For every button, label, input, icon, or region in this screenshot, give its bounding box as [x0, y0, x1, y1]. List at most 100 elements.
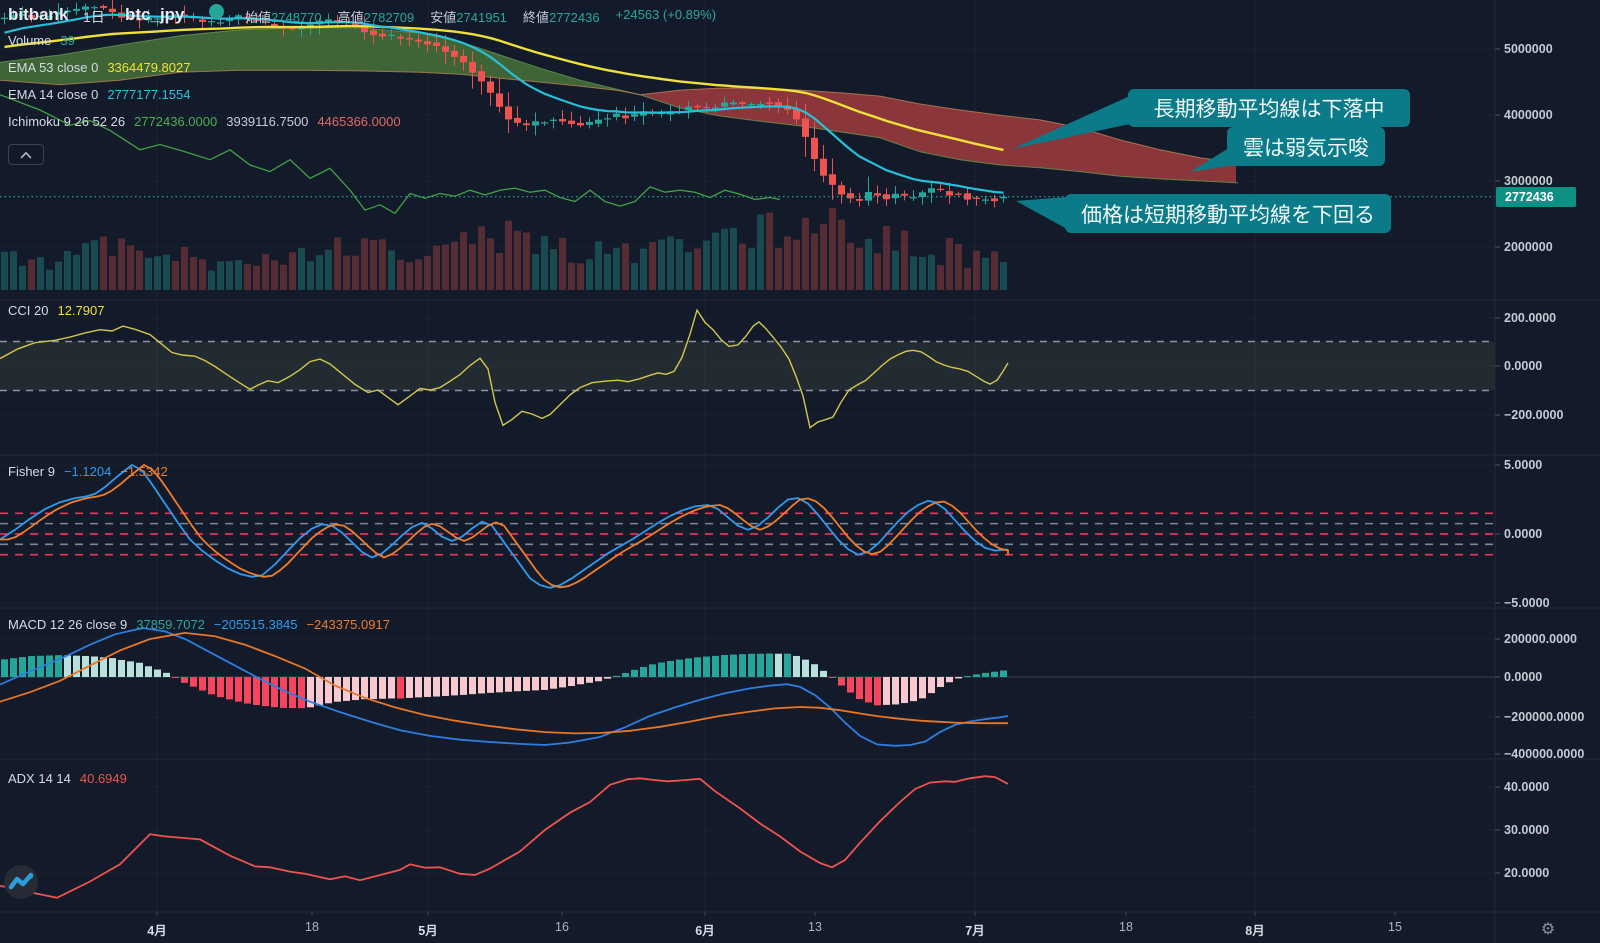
candle: [145, 17, 152, 21]
macd-hist-bar: [883, 677, 890, 705]
candle: [793, 108, 800, 120]
price-axis-label: 4000000: [1504, 108, 1553, 122]
price-axis-label: 5.0000: [1504, 458, 1543, 472]
candle: [640, 111, 647, 116]
volume-bar: [280, 264, 287, 290]
candle: [766, 102, 773, 104]
exchange-name[interactable]: bitbank: [8, 5, 69, 24]
volume-bar: [829, 208, 836, 290]
macd-hist-bar: [793, 655, 800, 677]
collapse-pane-button[interactable]: [8, 144, 44, 165]
candle: [424, 41, 431, 45]
macd-hist-bar: [703, 656, 710, 677]
volume-bar: [631, 262, 638, 290]
macd-hist-bar: [685, 658, 692, 677]
candle: [730, 102, 737, 105]
macd-hist-bar: [847, 677, 854, 693]
candle: [919, 192, 926, 198]
macd-hist-bar: [820, 670, 827, 678]
volume-bar: [388, 250, 395, 290]
macd-hist-bar: [676, 659, 683, 677]
candle: [100, 6, 107, 8]
candle: [775, 102, 782, 108]
time-axis-label: 13: [808, 920, 822, 934]
candle: [55, 11, 62, 15]
annotation-tail: [1012, 96, 1130, 149]
macd-hist-bar: [136, 662, 143, 677]
volume-bar: [523, 232, 530, 290]
macd-hist-bar: [865, 677, 872, 703]
adx-line: [0, 775, 1009, 899]
macd-hist-bar: [1, 659, 8, 677]
volume-bar: [199, 259, 206, 290]
legend-ichimoku: Ichimoku 9 26 52 26 2772436.0000 3939116.…: [8, 114, 401, 129]
price-axis-label: 2000000: [1504, 240, 1553, 254]
gear-icon[interactable]: ⚙: [1540, 921, 1556, 938]
macd-hist-bar: [424, 677, 431, 697]
macd-hist-bar: [559, 677, 566, 688]
tradingview-logo[interactable]: [2, 863, 42, 908]
symbol-name[interactable]: btc_jpy: [125, 5, 185, 24]
candles: [1, 0, 1007, 208]
volume-bar: [730, 227, 737, 290]
volume-bar: [361, 238, 368, 290]
volume-bar: [712, 232, 719, 290]
macd-hist-bar: [406, 677, 413, 698]
volume-bar: [163, 254, 170, 290]
macd-hist-bar: [352, 677, 359, 701]
candle: [415, 39, 422, 42]
macd-hist-bar: [316, 677, 323, 706]
macd-hist-bar: [712, 655, 719, 677]
macd-hist-bar: [631, 669, 638, 677]
macd-hist-bar: [163, 672, 170, 677]
volume-bar: [415, 259, 422, 290]
volume-bar: [595, 241, 602, 290]
annotation-price-below-ma[interactable]: 価格は短期移動平均線を下回る: [1065, 194, 1391, 233]
volume-bar: [739, 243, 746, 290]
volume-bar: [379, 239, 386, 290]
volume-bar: [433, 245, 440, 290]
candle: [622, 115, 629, 119]
macd-hist-bar: [640, 666, 647, 677]
interval-selector[interactable]: 1日: [83, 9, 105, 25]
cci-line: [0, 308, 1009, 429]
volume-bar: [802, 217, 809, 290]
volume-bar: [352, 255, 359, 290]
volume-bar: [766, 212, 773, 290]
macd-hist-bar: [217, 677, 224, 698]
volume-bar: [370, 239, 377, 290]
macd-hist-bar: [28, 656, 35, 677]
macd-hist-bar: [487, 677, 494, 693]
volume-bar: [793, 239, 800, 290]
ohlc-high: 高値2782709: [337, 10, 415, 25]
macd-hist-bar: [262, 677, 269, 707]
volume-bar: [856, 247, 863, 290]
volume-bar: [253, 265, 260, 290]
candle: [478, 71, 485, 82]
macd-hist-bar: [514, 677, 521, 692]
volume-bar: [991, 251, 998, 290]
macd-hist-bar: [721, 654, 728, 677]
volume-bar: [307, 261, 314, 290]
macd-hist-bar: [199, 677, 206, 691]
volume-bar: [928, 254, 935, 290]
candle: [19, 13, 26, 17]
macd-hist-bar: [901, 677, 908, 704]
annotation-tail: [1016, 197, 1067, 229]
macd-hist-bar: [46, 655, 53, 677]
candle: [820, 158, 827, 176]
candle: [937, 188, 944, 191]
macd-hist-bar: [388, 677, 395, 699]
macd-hist-bar: [784, 653, 791, 677]
annotation-cloud-bearish[interactable]: 雲は弱気示唆: [1227, 127, 1385, 166]
volume-bar: [487, 238, 494, 290]
volume-bar: [46, 269, 53, 290]
candle: [208, 21, 215, 23]
volume-bar: [316, 255, 323, 290]
macd-hist-bar: [523, 677, 530, 691]
macd-hist-bar: [280, 677, 287, 708]
candle: [433, 42, 440, 46]
volume-bar: [586, 259, 593, 290]
annotation-ma-falling[interactable]: 長期移動平均線は下落中: [1128, 89, 1410, 127]
